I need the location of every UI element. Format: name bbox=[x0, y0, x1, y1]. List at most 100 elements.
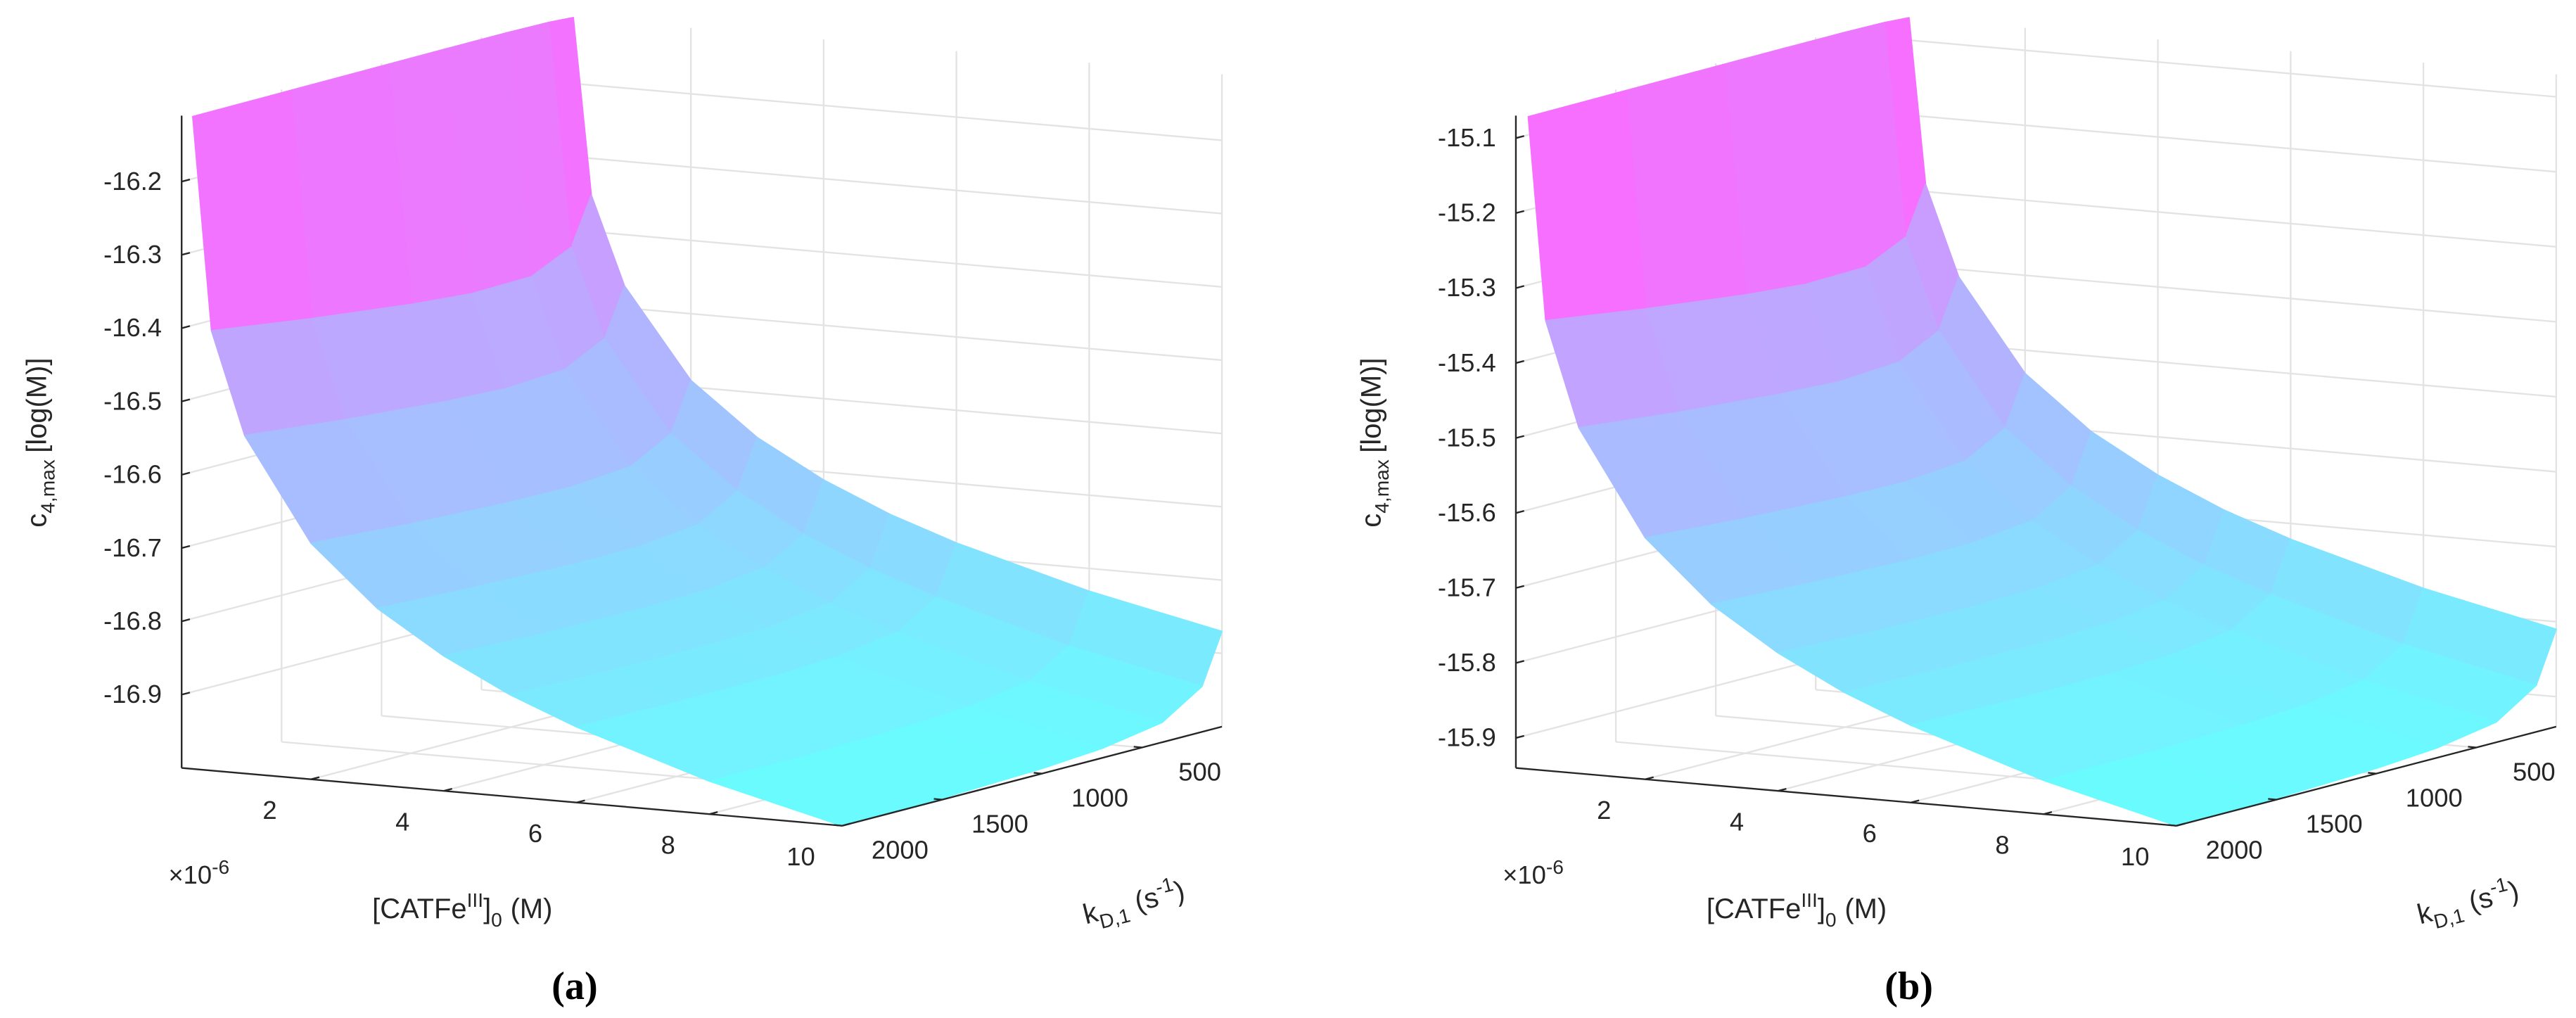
x-multiplier: ×10-6 bbox=[1503, 856, 1564, 889]
tick-mark bbox=[1515, 135, 1524, 139]
multiplier-exp: -6 bbox=[1546, 856, 1564, 878]
tick-mark bbox=[181, 325, 191, 329]
tick-mark bbox=[181, 471, 191, 476]
y-tick-label: 2000 bbox=[872, 836, 929, 865]
tick-mark bbox=[1515, 510, 1524, 514]
label-part: c bbox=[22, 514, 53, 528]
grid-line bbox=[1895, 113, 2556, 173]
surface-patch bbox=[1625, 63, 1747, 310]
x-tick-label: 8 bbox=[1995, 831, 2009, 860]
z-tick-label: -16.5 bbox=[103, 386, 162, 415]
label-part: [log(M)] bbox=[1356, 358, 1386, 453]
z-tick-label: -15.8 bbox=[1438, 648, 1496, 677]
panel: -16.9 -16.8 -16.7 -16.6 -16.5 -16.4 -16.3 -16.2… bbox=[22, 17, 1223, 1008]
label-part: [CATFe bbox=[372, 893, 466, 924]
x-tick-label: 4 bbox=[395, 808, 409, 836]
tick-mark bbox=[2176, 822, 2185, 827]
tick-mark bbox=[1515, 734, 1524, 739]
z-tick-label: -16.4 bbox=[103, 313, 162, 342]
y-tick-label: 1000 bbox=[2406, 784, 2463, 813]
y-tick-label: 500 bbox=[2513, 757, 2556, 786]
z-tick-label: -16.3 bbox=[103, 240, 162, 269]
tick-mark bbox=[181, 692, 191, 696]
tick-mark bbox=[2468, 746, 2477, 749]
z-tick-label: -15.7 bbox=[1438, 573, 1496, 602]
z-tick-label: -15.2 bbox=[1438, 198, 1496, 227]
x-tick-label: 2 bbox=[1597, 796, 1611, 825]
x-tick-label: 4 bbox=[1730, 808, 1744, 836]
label-sub: 0 bbox=[491, 909, 502, 931]
y-tick-label: 1000 bbox=[1071, 784, 1128, 813]
z-tick-label: -16.2 bbox=[103, 167, 162, 196]
label-sub: D,1 bbox=[2432, 904, 2467, 933]
tick-mark bbox=[1133, 746, 1142, 749]
multiplier-base: ×10 bbox=[1503, 860, 1546, 889]
x-tick-label: 10 bbox=[2121, 842, 2149, 871]
z-tick-label: -15.3 bbox=[1438, 273, 1496, 302]
tick-mark bbox=[443, 788, 453, 792]
surface-patch bbox=[192, 89, 312, 332]
tick-mark bbox=[1515, 435, 1524, 439]
tick-mark bbox=[310, 776, 320, 780]
x-tick-label: 8 bbox=[661, 831, 675, 860]
x-tick-label: 6 bbox=[528, 819, 542, 848]
label-part: [log(M)] bbox=[22, 358, 53, 453]
grid-line bbox=[561, 301, 1223, 362]
tick-mark bbox=[1515, 285, 1524, 289]
z-tick-label: -16.7 bbox=[103, 533, 162, 562]
multiplier-base: ×10 bbox=[168, 860, 212, 889]
panel: -15.9 -15.8 -15.7 -15.6 -15.5 -15.4 -15.3 -15.2… bbox=[1356, 17, 2558, 1008]
y-tick-label: 1500 bbox=[971, 810, 1028, 839]
x-axis-label: [CATFeIII]0 (M) bbox=[372, 889, 552, 931]
tick-mark bbox=[1033, 772, 1042, 775]
z-axis-label: c4,max [log(M)] bbox=[1356, 358, 1393, 528]
grid-line bbox=[1895, 188, 2556, 248]
tick-mark bbox=[841, 822, 851, 827]
panel-label: (b) bbox=[1885, 965, 1933, 1008]
surface-patch bbox=[1527, 89, 1647, 322]
tick-mark bbox=[181, 618, 191, 623]
y-axis-label: kD,1(s-1) bbox=[2413, 871, 2523, 936]
tick-mark bbox=[576, 799, 585, 803]
tick-mark bbox=[2043, 811, 2053, 815]
z-tick-label: -15.5 bbox=[1438, 423, 1496, 452]
multiplier-exp: -6 bbox=[212, 856, 229, 878]
z-tick-label: -16.8 bbox=[103, 606, 162, 635]
tick-mark bbox=[1515, 210, 1524, 215]
label-sup: III bbox=[1801, 889, 1817, 911]
label-sup: III bbox=[467, 889, 483, 911]
label-part: (M) bbox=[511, 893, 553, 924]
x-axis bbox=[1515, 767, 2177, 827]
label-part: (M) bbox=[1844, 893, 1887, 924]
tick-mark bbox=[2368, 772, 2377, 775]
z-tick-label: -15.4 bbox=[1438, 348, 1496, 377]
tick-mark bbox=[1645, 776, 1654, 780]
y-tick-label: 2000 bbox=[2206, 836, 2263, 865]
grid-line bbox=[1895, 38, 2556, 98]
tick-mark bbox=[1515, 360, 1524, 364]
label-sub: 4,max bbox=[37, 459, 58, 514]
y-axis bbox=[2176, 725, 2557, 827]
tick-mark bbox=[709, 811, 718, 815]
label-part: c bbox=[1356, 514, 1386, 528]
x-multiplier: ×10-6 bbox=[168, 856, 229, 889]
z-tick-label: -15.9 bbox=[1438, 723, 1496, 752]
tick-mark bbox=[1515, 585, 1524, 589]
tick-mark bbox=[181, 398, 191, 402]
tick-mark bbox=[1778, 788, 1787, 792]
grid-line bbox=[561, 228, 1223, 288]
tick-mark bbox=[1911, 799, 1920, 803]
y-axis bbox=[841, 725, 1223, 827]
tick-mark bbox=[181, 252, 191, 256]
x-tick-label: 6 bbox=[1863, 819, 1877, 848]
grid-line bbox=[561, 155, 1223, 215]
grid-line bbox=[561, 82, 1223, 141]
z-tick-label: -15.6 bbox=[1438, 498, 1496, 527]
x-axis bbox=[181, 767, 843, 827]
label-sub: D,1 bbox=[1097, 904, 1133, 933]
y-axis-label: kD,1(s-1) bbox=[1079, 871, 1190, 936]
x-axis-label: [CATFeIII]0 (M) bbox=[1707, 889, 1887, 931]
z-tick-label: -15.1 bbox=[1438, 123, 1496, 152]
